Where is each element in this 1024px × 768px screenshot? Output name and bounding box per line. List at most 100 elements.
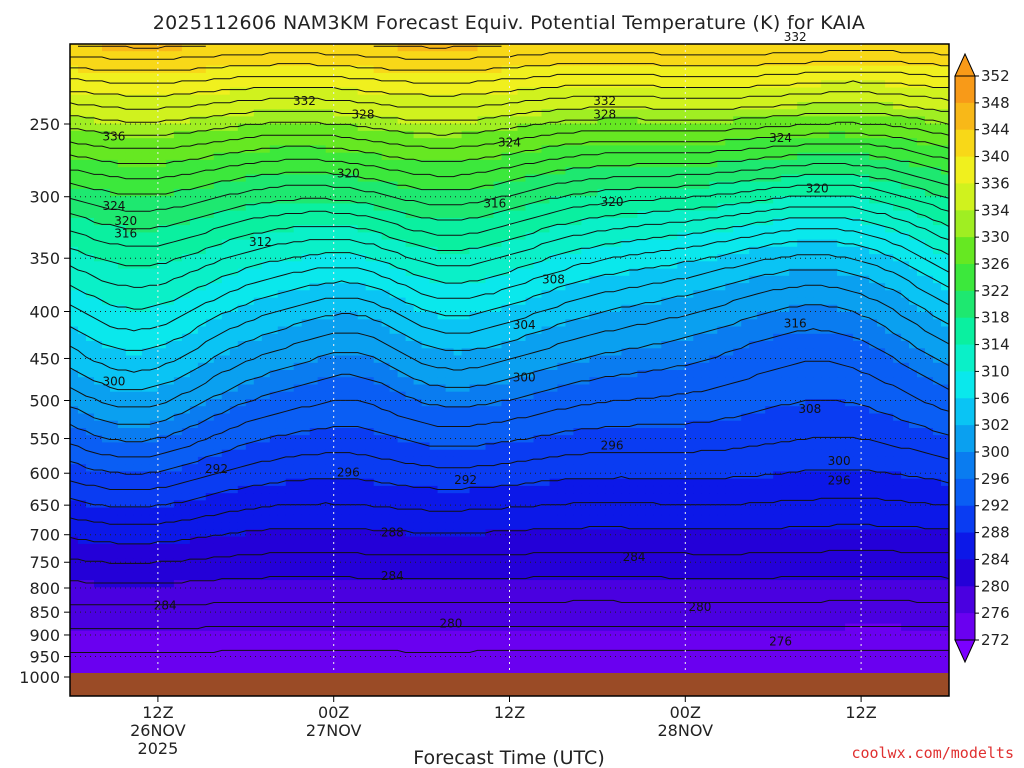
fill-cell	[413, 464, 423, 472]
fill-cell	[70, 174, 79, 183]
fill-cell	[229, 123, 239, 132]
fill-cell	[165, 594, 175, 603]
fill-cell	[117, 638, 127, 646]
fill-cell	[181, 326, 191, 335]
fill-cell	[429, 435, 439, 443]
fill-cell	[181, 283, 191, 291]
fill-cell	[205, 80, 215, 88]
fill-cell	[102, 630, 111, 639]
fill-cell	[229, 572, 239, 581]
fill-cell	[221, 109, 231, 117]
fill-cell	[469, 348, 479, 357]
fill-cell	[477, 471, 487, 480]
fill-cell	[477, 384, 487, 393]
fill-cell	[285, 638, 295, 646]
fill-cell	[285, 587, 295, 596]
fill-cell	[341, 551, 351, 559]
fill-cell	[485, 217, 495, 226]
fill-cell	[389, 239, 399, 248]
fill-cell	[445, 261, 455, 270]
fill-cell	[469, 572, 479, 581]
fill-cell	[389, 442, 399, 451]
fill-cell	[94, 580, 103, 588]
fill-cell	[221, 514, 231, 523]
fill-cell	[509, 290, 519, 299]
fill-cell	[373, 659, 383, 668]
fill-cell	[237, 587, 247, 596]
fill-cell	[149, 399, 159, 407]
fill-cell	[309, 601, 319, 610]
fill-cell	[173, 167, 183, 175]
fill-cell	[445, 500, 455, 509]
fill-cell	[365, 159, 375, 168]
fill-cell	[117, 493, 127, 501]
fill-cell	[301, 80, 311, 88]
fill-cell	[389, 449, 399, 458]
fill-cell	[78, 594, 87, 603]
fill-cell	[253, 478, 263, 487]
fill-cell	[141, 630, 151, 639]
fill-cell	[70, 109, 79, 117]
fill-cell	[110, 659, 119, 668]
fill-cell	[102, 652, 111, 661]
fill-cell	[197, 529, 207, 538]
fill-cell	[445, 420, 455, 429]
fill-cell	[94, 44, 103, 52]
fill-cell	[149, 406, 159, 414]
fill-cell	[357, 406, 367, 414]
fill-cell	[477, 203, 487, 212]
fill-cell	[453, 522, 463, 530]
fill-cell	[285, 667, 295, 675]
fill-cell	[365, 609, 375, 617]
fill-cell	[165, 203, 175, 212]
fill-cell	[413, 73, 423, 81]
fill-cell	[157, 580, 167, 588]
fill-cell	[237, 442, 247, 451]
fill-cell	[397, 609, 407, 617]
fill-cell	[86, 188, 95, 197]
fill-cell	[365, 181, 375, 190]
fill-cell	[365, 217, 375, 226]
fill-cell	[325, 594, 335, 603]
fill-cell	[317, 145, 327, 154]
fill-cell	[125, 399, 135, 407]
fill-cell	[477, 507, 487, 516]
fill-cell	[261, 609, 271, 617]
fill-cell	[493, 239, 503, 248]
fill-cell	[261, 232, 271, 241]
fill-cell	[421, 80, 431, 88]
fill-cell	[421, 587, 431, 596]
fill-cell	[389, 529, 399, 538]
fill-cell	[301, 58, 311, 67]
fill-cell	[413, 319, 423, 328]
fill-cell	[477, 217, 487, 226]
fill-cell	[469, 377, 479, 385]
fill-cell	[413, 449, 423, 458]
fill-cell	[445, 471, 455, 480]
fill-cell	[381, 391, 391, 400]
fill-cell	[493, 116, 503, 125]
fill-cell	[94, 181, 103, 190]
fill-cell	[461, 616, 471, 625]
fill-cell	[373, 594, 383, 603]
fill-cell	[509, 203, 519, 212]
fill-cell	[429, 232, 439, 241]
fill-cell	[205, 587, 215, 596]
fill-cell	[341, 333, 351, 342]
fill-cell	[173, 159, 183, 168]
fill-cell	[493, 65, 503, 74]
fill-cell	[293, 616, 303, 625]
fill-cell	[421, 485, 431, 494]
fill-cell	[229, 145, 239, 154]
fill-cell	[429, 493, 439, 501]
fill-cell	[445, 667, 455, 675]
fill-cell	[333, 478, 343, 487]
fill-cell	[125, 217, 135, 226]
fill-cell	[149, 551, 159, 559]
fill-cell	[493, 406, 503, 414]
fill-cell	[165, 391, 175, 400]
fill-cell	[365, 362, 375, 371]
fill-cell	[189, 551, 199, 559]
fill-cell	[493, 572, 503, 581]
fill-cell	[285, 283, 295, 291]
